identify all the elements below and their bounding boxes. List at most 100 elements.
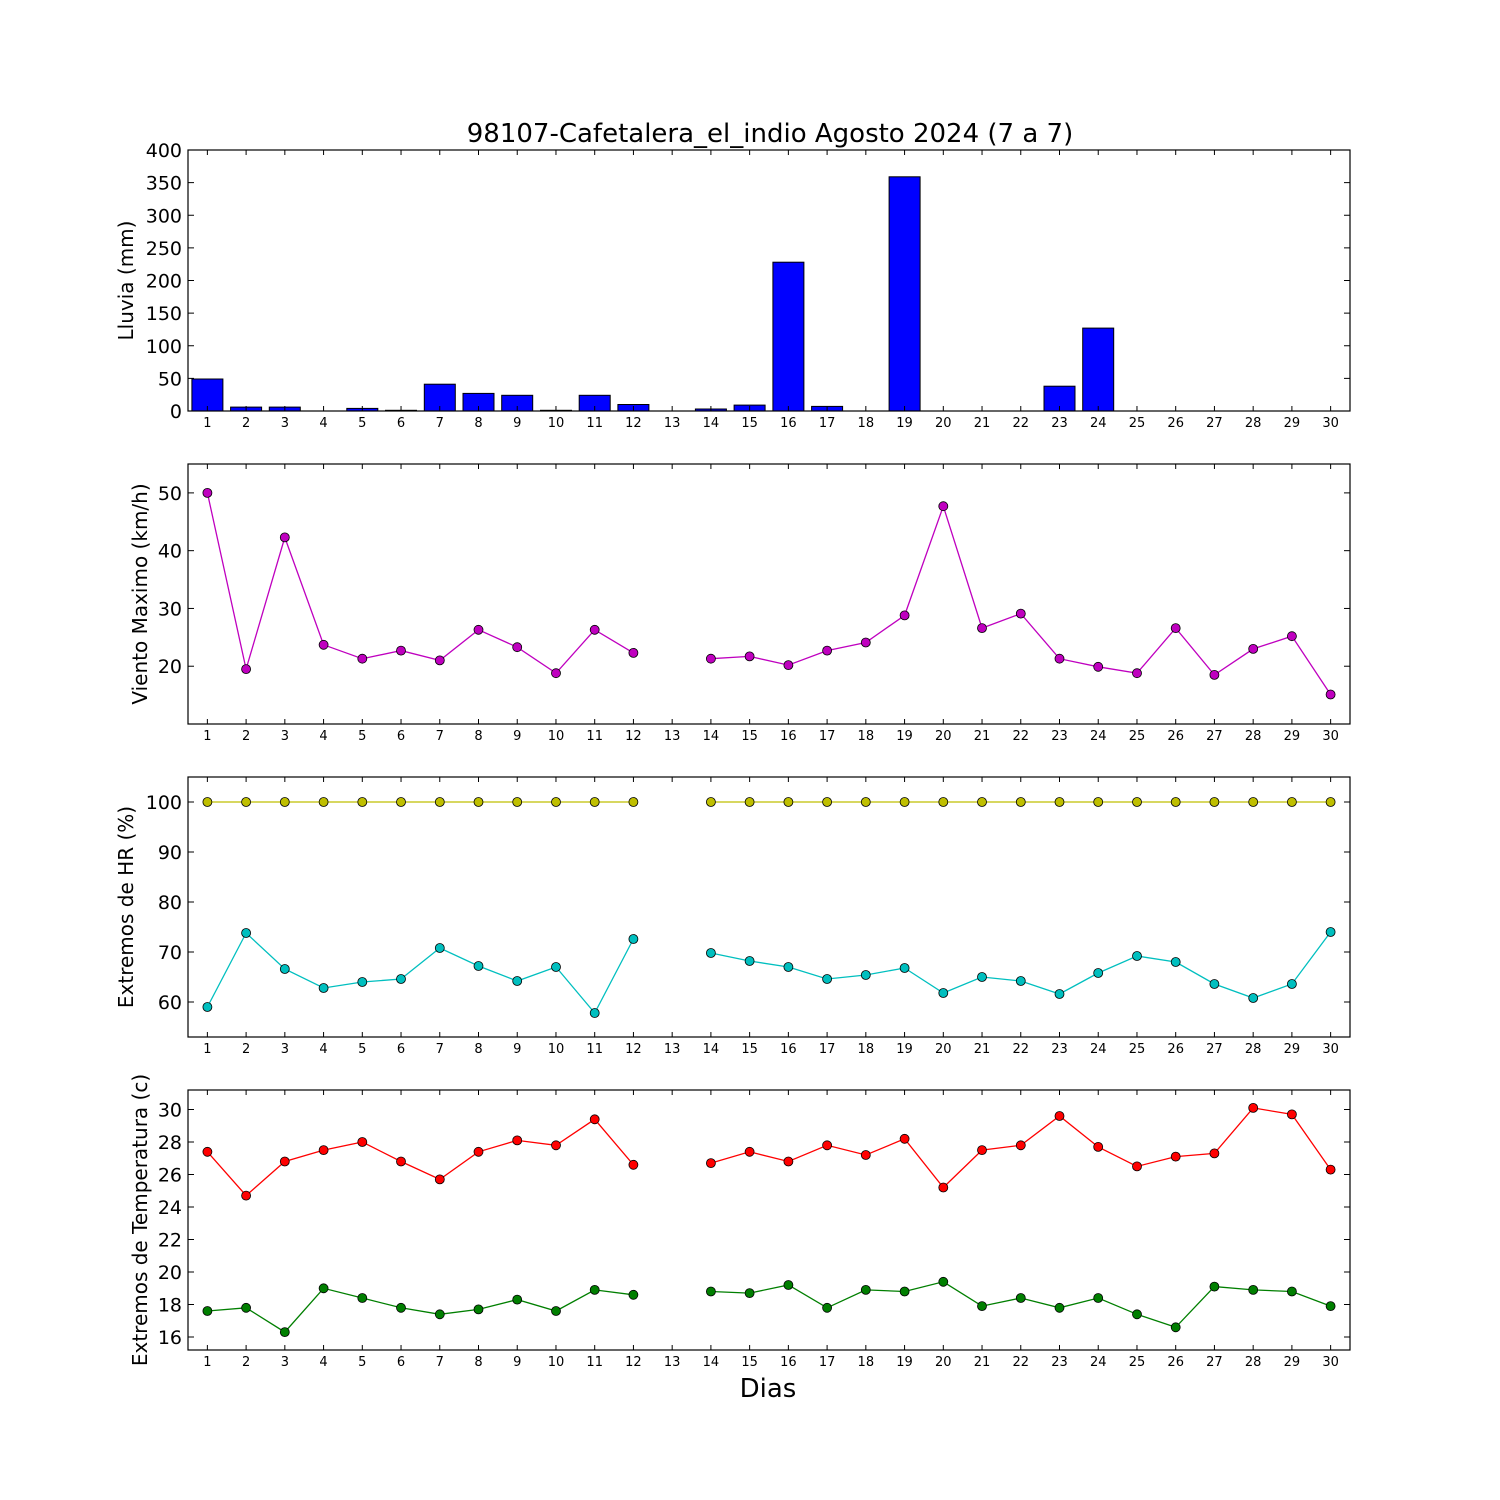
x-tick-label: 28 xyxy=(1245,729,1262,744)
x-tick-label: 10 xyxy=(548,416,565,431)
x-tick-label: 12 xyxy=(625,416,642,431)
x-tick-label: 24 xyxy=(1090,416,1107,431)
series-2-line-1 xyxy=(207,1287,634,1333)
series-2-point-day-30 xyxy=(1325,1301,1336,1311)
x-tick-label: 7 xyxy=(436,1355,444,1370)
series-1-point-day-19 xyxy=(899,1133,910,1144)
x-tick-label: 8 xyxy=(474,1042,482,1057)
x-tick-label: 2 xyxy=(242,416,250,431)
x-tick-label: 24 xyxy=(1090,1042,1107,1057)
plot-frame xyxy=(187,463,1351,725)
y-tick-label: 16 xyxy=(158,1327,182,1349)
x-tick-label: 26 xyxy=(1167,1355,1184,1370)
x-tick-label: 11 xyxy=(586,416,603,431)
series-1-line-1 xyxy=(206,492,634,675)
x-tick-label: 6 xyxy=(397,1355,405,1370)
series-1-point-day-17 xyxy=(822,797,832,807)
x-tick-label: 28 xyxy=(1245,416,1262,431)
y-axis-label: Lluvia (mm) xyxy=(114,221,138,341)
series-1-point-day-16 xyxy=(783,797,794,807)
bar-day-1 xyxy=(191,378,224,412)
series-1-point-day-3 xyxy=(279,532,290,543)
series-1-point-day-8 xyxy=(473,1146,484,1157)
x-tick-label: 7 xyxy=(436,1042,444,1057)
series-1-point-day-4 xyxy=(318,797,329,807)
series-1-point-day-1 xyxy=(202,797,213,807)
x-tick-label: 6 xyxy=(397,416,405,431)
x-tick-label: 19 xyxy=(896,1042,913,1057)
series-2-point-day-16 xyxy=(783,1280,794,1290)
series-2-point-day-26 xyxy=(1170,957,1181,967)
y-tick-label: 40 xyxy=(158,541,182,563)
series-2-point-day-15 xyxy=(744,1288,755,1298)
series-2-point-day-10 xyxy=(551,962,561,972)
series-1-point-day-23 xyxy=(1054,653,1065,664)
series-2-point-day-24 xyxy=(1093,968,1104,978)
x-tick-label: 29 xyxy=(1284,1042,1301,1057)
series-1-point-day-27 xyxy=(1209,797,1220,807)
x-tick-label: 25 xyxy=(1129,1355,1146,1370)
series-2-point-day-19 xyxy=(899,963,910,973)
series-1-point-day-12 xyxy=(628,648,639,658)
series-1-point-day-5 xyxy=(357,797,368,807)
series-1-point-day-14 xyxy=(706,653,716,664)
series-1-point-day-18 xyxy=(860,1150,871,1160)
series-1-point-day-4 xyxy=(318,639,329,650)
series-1-point-day-27 xyxy=(1209,670,1220,680)
x-tick-label: 21 xyxy=(974,1355,991,1370)
x-tick-label: 14 xyxy=(703,1042,720,1057)
x-tick-label: 2 xyxy=(242,729,250,744)
x-tick-label: 6 xyxy=(397,729,405,744)
x-tick-label: 4 xyxy=(319,416,327,431)
series-2-point-day-27 xyxy=(1209,979,1220,989)
series-2-point-day-5 xyxy=(357,977,368,987)
series-1-point-day-6 xyxy=(396,645,406,656)
series-1-point-day-12 xyxy=(628,1159,639,1170)
series-1-point-day-28 xyxy=(1248,644,1259,654)
y-tick-label: 0 xyxy=(170,401,182,423)
y-tick-label: 20 xyxy=(158,1262,182,1284)
series-1-point-day-17 xyxy=(822,645,832,656)
x-tick-label: 27 xyxy=(1206,416,1223,431)
series-2-point-day-5 xyxy=(357,1293,368,1303)
x-tick-label: 23 xyxy=(1051,729,1068,744)
series-2-point-day-22 xyxy=(1015,1293,1026,1303)
x-tick-label: 15 xyxy=(741,729,758,744)
y-tick-label: 30 xyxy=(158,598,182,620)
plot-frame xyxy=(187,776,1351,1038)
x-tick-label: 13 xyxy=(664,1042,681,1057)
series-1-point-day-3 xyxy=(279,797,290,807)
x-tick-label: 27 xyxy=(1206,729,1223,744)
series-1-point-day-1 xyxy=(202,487,213,498)
series-1-point-day-11 xyxy=(589,797,600,807)
x-tick-label: 5 xyxy=(358,416,366,431)
series-2-point-day-22 xyxy=(1015,976,1026,986)
y-tick-label: 200 xyxy=(146,271,182,293)
x-tick-label: 17 xyxy=(819,416,836,431)
series-1-point-day-15 xyxy=(744,1146,755,1157)
series-1-point-day-7 xyxy=(434,655,445,666)
y-axis-label: Viento Maximo (km/h) xyxy=(128,483,152,704)
x-tick-label: 2 xyxy=(242,1042,250,1057)
series-1-point-day-25 xyxy=(1132,668,1142,679)
series-1-point-day-20 xyxy=(938,1182,949,1193)
x-tick-label: 24 xyxy=(1090,729,1107,744)
x-tick-label: 7 xyxy=(436,416,444,431)
series-2-point-day-28 xyxy=(1248,1285,1259,1295)
series-1-point-day-15 xyxy=(744,797,755,807)
series-2-point-day-18 xyxy=(860,1285,871,1295)
series-1-point-day-21 xyxy=(977,797,987,807)
x-tick-label: 26 xyxy=(1167,1042,1184,1057)
x-tick-label: 20 xyxy=(935,1355,952,1370)
series-1-point-day-10 xyxy=(551,1140,561,1151)
series-1-point-day-7 xyxy=(434,797,445,807)
series-1-point-day-29 xyxy=(1287,1109,1297,1120)
y-tick-label: 50 xyxy=(158,483,182,505)
x-tick-label: 2 xyxy=(242,1355,250,1370)
x-tick-label: 19 xyxy=(896,1355,913,1370)
series-1-point-day-10 xyxy=(551,668,561,679)
series-1-point-day-16 xyxy=(783,660,794,670)
series-2-point-day-17 xyxy=(822,974,832,984)
